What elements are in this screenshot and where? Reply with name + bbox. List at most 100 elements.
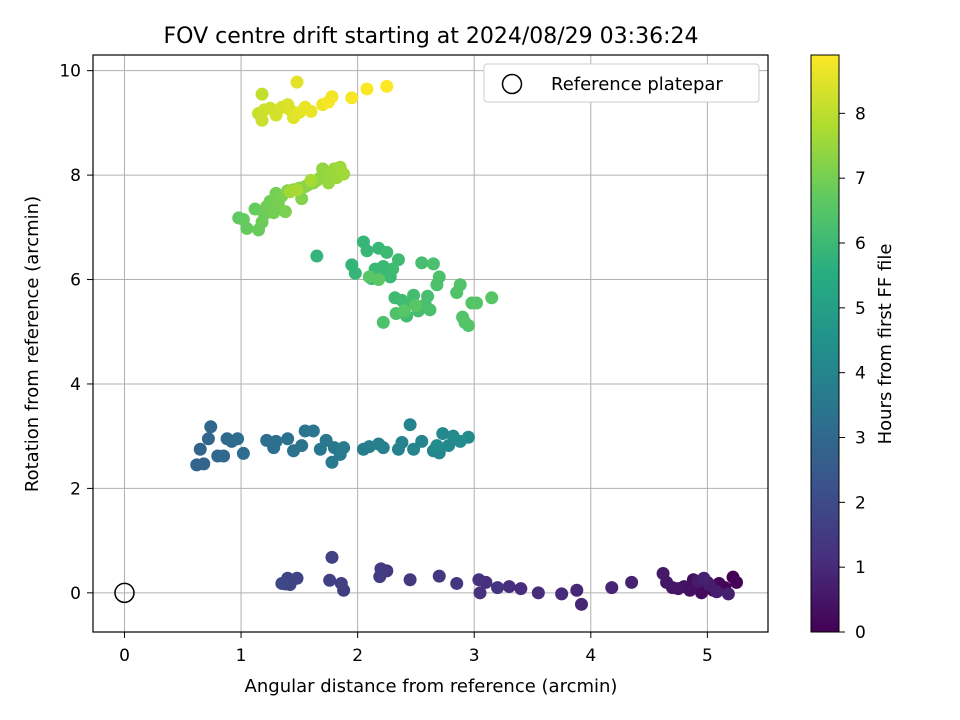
y-tick-label: 2 [70, 479, 81, 499]
data-point [345, 91, 359, 105]
colorbar-tick-label: 8 [855, 104, 866, 124]
y-tick-label: 6 [70, 271, 81, 291]
colorbar-ticks: 0 1 2 3 4 5 6 7 8 [839, 104, 866, 643]
data-point [485, 291, 499, 305]
data-point [453, 278, 467, 292]
data-point [380, 79, 394, 93]
data-point [348, 266, 362, 280]
chart-title: FOV centre drift starting at 2024/08/29 … [164, 24, 699, 49]
colorbar-tick-label: 7 [855, 169, 866, 189]
data-point [275, 576, 289, 590]
data-point [730, 575, 744, 589]
data-point [470, 296, 484, 310]
x-axis-label: Angular distance from reference (arcmin) [245, 676, 618, 697]
data-point [461, 318, 475, 332]
data-point [710, 585, 724, 599]
data-point [236, 446, 250, 460]
colorbar-tick-label: 0 [855, 623, 866, 643]
data-point [697, 571, 711, 585]
data-point [656, 567, 670, 581]
data-point [472, 573, 486, 587]
data-point [304, 104, 318, 118]
data-point [514, 582, 528, 596]
data-point [376, 441, 390, 455]
data-point [473, 586, 487, 600]
y-tick-label: 4 [70, 375, 81, 395]
data-point [531, 586, 545, 600]
data-point [391, 253, 405, 267]
data-point [605, 581, 619, 595]
plot-border [92, 54, 769, 633]
reference-platepar-marker [114, 582, 135, 604]
data-point [325, 455, 339, 469]
data-point [290, 183, 304, 197]
data-point [321, 95, 335, 109]
data-point [436, 427, 450, 441]
colorbar-label: Hours from first FF file [875, 244, 896, 445]
data-point [281, 432, 295, 446]
data-point [337, 441, 351, 455]
colorbar-tick-label: 4 [855, 364, 866, 384]
data-points [190, 75, 744, 611]
plot-area: 0 1 2 3 4 5 0 2 4 6 8 10 [59, 54, 769, 666]
data-point [432, 270, 446, 284]
data-point [193, 442, 207, 456]
data-point [197, 457, 211, 471]
data-point [323, 573, 337, 587]
data-point [240, 221, 254, 235]
data-point [432, 569, 446, 583]
data-point [426, 257, 440, 271]
data-point [555, 587, 569, 601]
data-point [290, 75, 304, 89]
data-point [430, 439, 444, 453]
data-point [386, 262, 400, 276]
data-point [373, 570, 387, 584]
colorbar-tick-label: 3 [855, 429, 866, 449]
data-point [325, 550, 339, 564]
data-point [409, 299, 423, 313]
data-point [407, 288, 421, 302]
data-point [403, 418, 417, 432]
data-point [255, 87, 269, 101]
y-axis-label: Rotation from reference (arcmin) [22, 196, 43, 492]
grid [93, 55, 768, 632]
plot-frame [93, 55, 768, 632]
x-tick-label: 2 [352, 646, 363, 666]
data-point [453, 434, 467, 448]
x-tick-label: 0 [119, 646, 130, 666]
data-point [415, 256, 429, 270]
data-point [360, 82, 374, 96]
x-tick-label: 3 [469, 646, 480, 666]
data-point [574, 597, 588, 611]
colorbar-tick-label: 2 [855, 493, 866, 513]
data-point [337, 167, 351, 181]
data-point [570, 583, 584, 597]
colorbar-gradient [810, 54, 840, 633]
data-point [407, 442, 421, 456]
x-tick-label: 1 [236, 646, 247, 666]
legend-reference-icon [501, 73, 523, 95]
data-point [201, 432, 215, 446]
colorbar-tick-label: 6 [855, 234, 866, 254]
data-point [403, 573, 417, 587]
data-point [502, 580, 516, 594]
y-tick-label: 0 [70, 584, 81, 604]
data-point [304, 173, 318, 187]
data-point [204, 420, 218, 434]
y-tick-label: 8 [70, 166, 81, 186]
x-tick-label: 5 [702, 646, 713, 666]
colorbar: 0 1 2 3 4 5 6 7 8 Hours from first FF file [810, 54, 896, 643]
data-point [625, 575, 639, 589]
data-point [421, 289, 435, 303]
data-point [334, 576, 348, 590]
data-point [372, 273, 386, 287]
data-point [278, 205, 292, 219]
y-tick-label: 10 [59, 62, 81, 82]
data-point [306, 424, 320, 438]
data-point [217, 449, 231, 463]
data-point [450, 576, 464, 590]
data-point [397, 304, 411, 318]
data-point [395, 435, 409, 449]
legend: Reference platepar [483, 63, 760, 103]
